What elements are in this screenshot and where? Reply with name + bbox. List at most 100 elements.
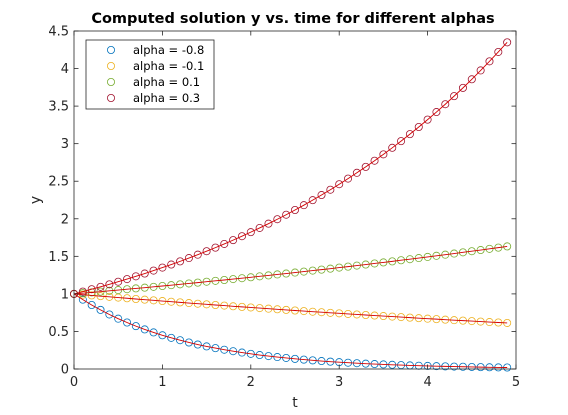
data-point xyxy=(105,310,114,319)
data-point xyxy=(158,331,167,340)
data-point xyxy=(246,349,255,358)
y-axis-label: y xyxy=(28,196,44,204)
data-point xyxy=(317,191,326,200)
data-point xyxy=(344,174,353,183)
data-point xyxy=(458,248,467,257)
data-point xyxy=(414,122,423,131)
legend-marker xyxy=(107,46,116,55)
data-point xyxy=(105,280,114,289)
x-tick-label: 1 xyxy=(158,375,166,390)
data-point xyxy=(335,180,344,189)
data-point xyxy=(450,249,459,258)
x-tick-label: 4 xyxy=(423,375,431,390)
data-point xyxy=(96,305,105,314)
data-point xyxy=(202,247,211,256)
data-point xyxy=(131,322,140,331)
data-point xyxy=(123,318,132,327)
data-point xyxy=(467,75,476,84)
data-point xyxy=(432,251,441,260)
data-point xyxy=(246,228,255,237)
data-point xyxy=(370,156,379,165)
data-point xyxy=(202,342,211,351)
data-point xyxy=(87,301,96,310)
data-point xyxy=(476,246,485,255)
legend-label: alpha = -0.1 xyxy=(133,59,204,73)
data-marks xyxy=(70,38,512,372)
y-tick-label: 0.5 xyxy=(48,325,69,340)
axis-ticks: 0 1 2 3 4 5 0 0.5 1 1.5 2 2.5 3 3.5 4 4.5 xyxy=(48,25,520,391)
data-point xyxy=(450,92,459,101)
series-2-line xyxy=(73,293,508,324)
data-point xyxy=(494,243,503,252)
data-point xyxy=(140,269,149,278)
axes-box xyxy=(73,30,517,370)
x-tick-label: 3 xyxy=(335,375,343,390)
data-point xyxy=(193,340,202,349)
legend-label: alpha = -0.8 xyxy=(133,43,204,57)
legend-label: alpha = 0.3 xyxy=(133,91,200,105)
data-point xyxy=(423,252,432,261)
legend-marker xyxy=(107,94,116,103)
data-point xyxy=(211,243,220,252)
data-point xyxy=(149,266,158,275)
y-tick-label: 1.5 xyxy=(48,250,69,265)
data-point xyxy=(176,257,185,266)
data-point xyxy=(220,239,229,248)
data-point xyxy=(485,57,494,66)
data-point xyxy=(405,130,414,139)
data-point xyxy=(494,47,503,56)
data-point xyxy=(237,232,246,241)
data-point xyxy=(78,295,87,304)
data-point xyxy=(388,143,397,152)
x-tick-label: 0 xyxy=(70,375,78,390)
data-point xyxy=(96,282,105,291)
data-point xyxy=(114,277,123,286)
data-point xyxy=(273,215,282,224)
data-point xyxy=(379,150,388,159)
x-tick-label: 5 xyxy=(512,375,520,390)
data-point xyxy=(326,185,335,194)
x-tick-label: 2 xyxy=(247,375,255,390)
data-point xyxy=(229,347,238,356)
legend-marker xyxy=(107,78,116,87)
data-point xyxy=(167,333,176,342)
data-point xyxy=(211,344,220,353)
legend: alpha = -0.8 alpha = -0.1 alpha = 0.1 alpha… xyxy=(85,39,215,110)
data-point xyxy=(282,210,291,219)
data-point xyxy=(503,38,512,47)
data-point xyxy=(467,247,476,256)
data-point xyxy=(397,137,406,146)
y-tick-label: 0 xyxy=(61,363,69,378)
x-axis-label: t xyxy=(292,395,298,411)
data-point xyxy=(414,254,423,263)
data-point xyxy=(237,348,246,357)
series-3-line xyxy=(73,245,508,295)
legend-label: alpha = 0.1 xyxy=(133,75,200,89)
data-point xyxy=(176,336,185,345)
data-point xyxy=(458,83,467,92)
data-point xyxy=(140,325,149,334)
series-1-markers xyxy=(70,289,512,372)
data-point xyxy=(167,260,176,269)
data-point xyxy=(432,108,441,117)
data-point xyxy=(255,223,264,232)
data-point xyxy=(290,205,299,214)
data-point xyxy=(158,263,167,272)
data-point xyxy=(441,100,450,109)
series-4-line xyxy=(73,42,508,295)
y-tick-label: 2 xyxy=(61,212,69,227)
y-tick-label: 2.5 xyxy=(48,175,69,190)
data-point xyxy=(503,242,512,251)
data-point xyxy=(485,244,494,253)
y-tick-label: 4.5 xyxy=(48,25,69,40)
y-tick-label: 4 xyxy=(61,62,69,77)
y-tick-label: 3 xyxy=(61,137,69,152)
data-point xyxy=(149,328,158,337)
data-point xyxy=(220,345,229,354)
data-point xyxy=(352,168,361,177)
chart-title: Computed solution y vs. time for differe… xyxy=(91,11,494,27)
data-point xyxy=(184,254,193,263)
data-point xyxy=(299,201,308,210)
y-tick-label: 1 xyxy=(61,287,69,302)
